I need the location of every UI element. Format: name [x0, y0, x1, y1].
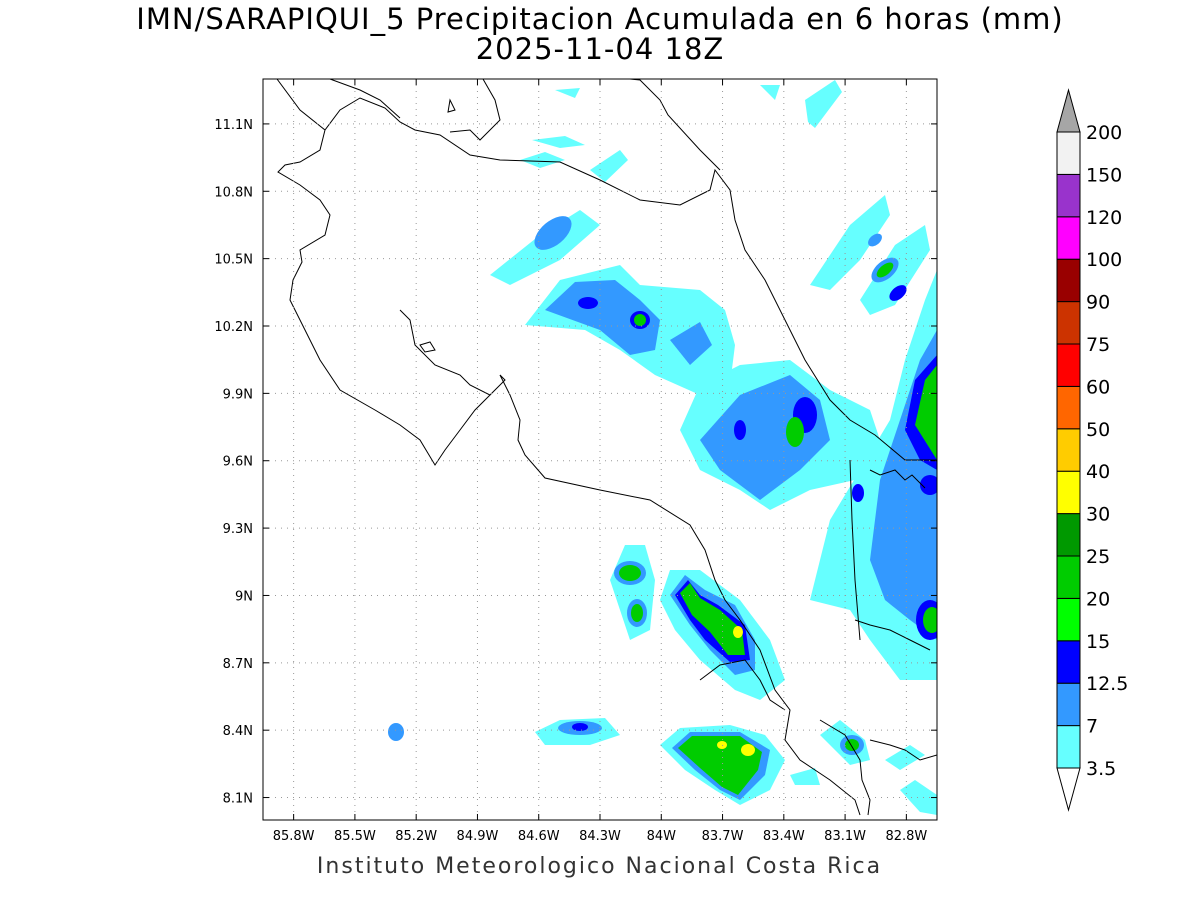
lon-tick-label: 85.8W [273, 829, 315, 844]
colorbar-swatch [1056, 216, 1081, 260]
map-title: IMN/SARAPIQUI_5 Precipitacion Acumulada … [136, 2, 1064, 36]
lat-tick-label: 8.1N [223, 792, 253, 807]
colorbar-label: 12.5 [1086, 673, 1128, 695]
colorbar-label: 100 [1086, 249, 1122, 271]
colorbar-label: 25 [1086, 546, 1110, 568]
lat-tick-label: 10.8N [214, 185, 253, 200]
colorbar-label: 60 [1086, 376, 1110, 398]
lat-tick-label: 9N [235, 589, 253, 604]
lat-tick-label: 8.4N [223, 724, 253, 739]
colorbar-swatch [1056, 640, 1081, 684]
colorbar-label: 3.5 [1086, 758, 1116, 780]
colorbar-swatch [1056, 173, 1081, 218]
colorbar-label: 50 [1086, 419, 1110, 441]
colorbar-under-arrow [1056, 767, 1081, 812]
lat-tick-label: 11.1N [214, 118, 253, 133]
colorbar-swatch [1056, 470, 1081, 515]
lon-tick-label: 83.4W [763, 829, 805, 844]
colorbar-swatch [1056, 131, 1081, 175]
lat-tick-label: 9.6N [223, 455, 253, 470]
graticule [263, 79, 937, 820]
lat-tick-label: 10.2N [214, 320, 253, 335]
colorbar-swatch [1056, 343, 1081, 387]
lon-tick-label: 84.3W [579, 829, 621, 844]
lat-tick-label: 8.7N [223, 657, 253, 672]
colorbar-legend: 3.5 7 12.5 15 20 25 30 40 50 60 75 90 100 120 150 200 [1056, 88, 1128, 812]
coastlines [276, 79, 937, 816]
footer-credit: Instituto Meteorologico Nacional Costa R… [316, 854, 883, 879]
colorbar-label: 200 [1086, 122, 1122, 144]
lon-tick-label: 84W [647, 829, 677, 844]
lon-tick-label: 83.7W [702, 829, 744, 844]
colorbar-swatch [1056, 555, 1081, 599]
colorbar-label: 20 [1086, 588, 1110, 610]
colorbar-label: 75 [1086, 334, 1110, 356]
colorbar-swatch [1056, 301, 1081, 345]
colorbar-swatch [1056, 682, 1081, 727]
colorbar-swatch [1056, 428, 1081, 472]
lat-tick-label: 9.3N [223, 522, 253, 537]
colorbar-swatch [1056, 513, 1081, 557]
colorbar-over-arrow [1056, 88, 1081, 133]
colorbar-label: 15 [1086, 631, 1110, 653]
lon-tick-label: 84.6W [518, 829, 560, 844]
map-subtitle: 2025-11-04 18Z [475, 32, 725, 66]
lat-tick-label: 9.9N [223, 387, 253, 402]
colorbar-label: 7 [1086, 716, 1098, 738]
lon-tick-label: 85.5W [334, 829, 376, 844]
lon-tick-label: 85.2W [395, 829, 437, 844]
colorbar-swatch [1056, 258, 1081, 303]
colorbar-swatch [1056, 725, 1081, 769]
longitude-axis: 85.8W 85.5W 85.2W 84.9W 84.6W 84.3W 84W 83.7W 83… [273, 79, 927, 844]
colorbar-swatch [1056, 385, 1081, 430]
lon-tick-label: 82.8W [885, 829, 927, 844]
lat-tick-label: 10.5N [214, 253, 253, 268]
lon-tick-label: 84.9W [457, 829, 499, 844]
colorbar-label: 30 [1086, 504, 1110, 526]
colorbar-swatch [1056, 597, 1081, 642]
colorbar-label: 120 [1086, 207, 1122, 229]
latitude-axis: 11.1N 10.8N 10.5N 10.2N 9.9N 9.6N 9.3N 9N 8.7N 8.… [214, 118, 937, 807]
lon-tick-label: 83.1W [824, 829, 866, 844]
colorbar-label: 150 [1086, 164, 1122, 186]
precipitation-field [388, 80, 937, 815]
colorbar-label: 90 [1086, 292, 1110, 314]
colorbar-label: 40 [1086, 461, 1110, 483]
